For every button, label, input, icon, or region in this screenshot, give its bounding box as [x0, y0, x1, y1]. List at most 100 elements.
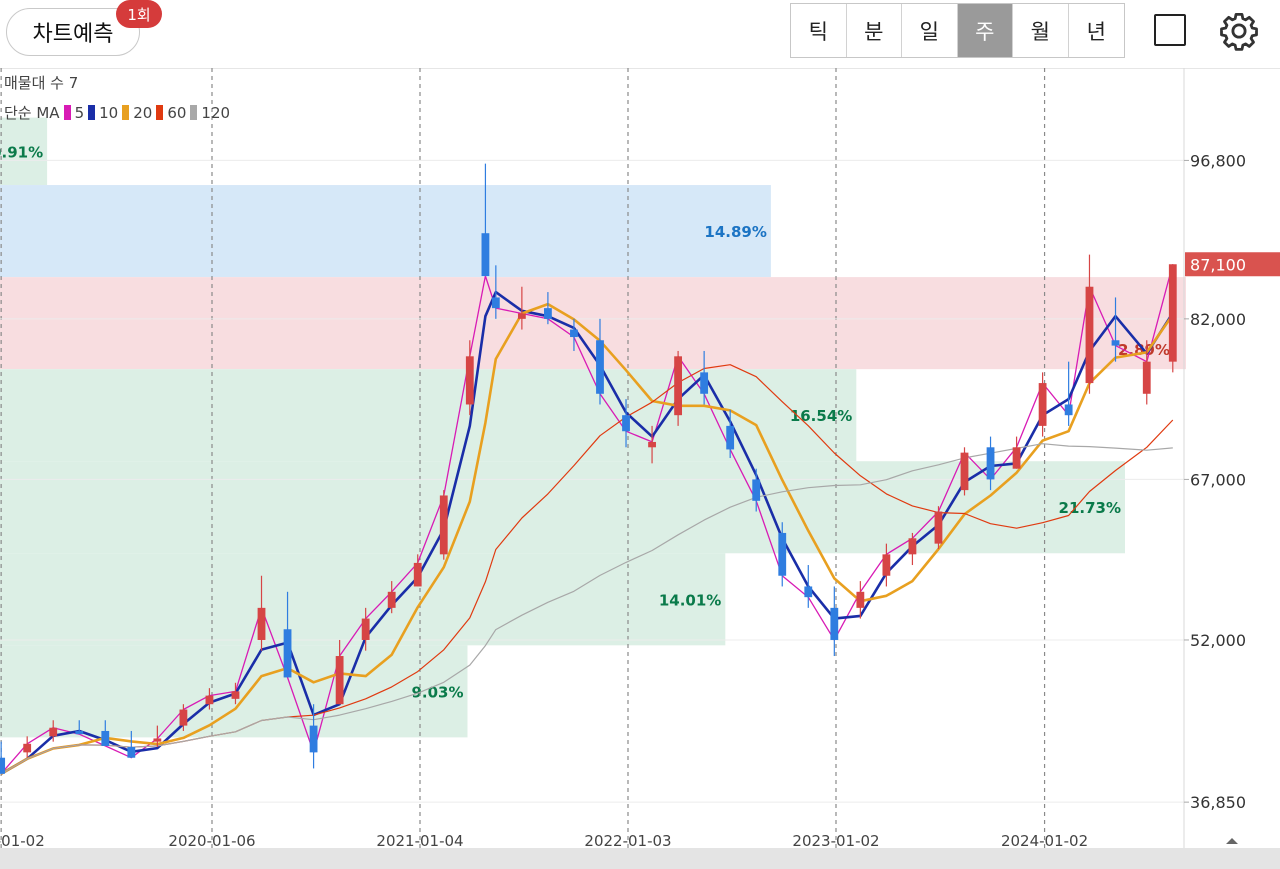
axis-layer: 96,800 82,000 67,000 52,000 36,850 87,100 2019… [0, 68, 1280, 848]
volume-profile-percent: 21.73% [1059, 499, 1121, 517]
candle-body [908, 538, 917, 555]
ma-5-swatch [63, 105, 71, 120]
candle-body [856, 591, 865, 608]
period-month-button[interactable]: 월 [1013, 4, 1069, 57]
candle-body [231, 691, 240, 699]
ma-10-swatch [88, 105, 96, 120]
candle-body [804, 586, 813, 598]
y-tick-label: 82,000 [1190, 310, 1246, 329]
gear-icon[interactable] [1218, 10, 1260, 52]
x-tick-label: 2019-01-02 [0, 832, 45, 848]
candle-body [101, 730, 110, 746]
ma-120-label: 120 [201, 103, 231, 122]
x-tick-label: 2023-01-02 [792, 832, 879, 848]
ma-legend[interactable]: 단순 MA 5 10 20 60 120 [4, 102, 230, 123]
price-chart[interactable]: 0.91%14.89%16.54%21.73%14.01%9.03%2.89% … [0, 68, 1280, 848]
x-tick-label: 2024-01-02 [1001, 832, 1088, 848]
volume-profile-percent: 9.03% [411, 683, 463, 701]
ma-legend-title: 단순 MA [4, 104, 60, 122]
candle-body [387, 591, 396, 608]
candle-body [23, 743, 32, 753]
candle-body [778, 532, 787, 576]
period-minute-button[interactable]: 분 [846, 4, 902, 57]
candle-body [752, 479, 761, 501]
candle-body [1085, 286, 1094, 384]
ma-60-label: 60 [167, 103, 187, 122]
period-day-button[interactable]: 일 [902, 4, 958, 57]
candle-body [648, 441, 656, 448]
ma-60-swatch [156, 105, 164, 120]
y-tick-label: 96,800 [1190, 151, 1246, 170]
candle-body [153, 738, 162, 742]
candle-body [179, 709, 188, 726]
y-tick-label: 67,000 [1190, 470, 1246, 489]
candle-body [0, 757, 6, 774]
candle-body [481, 233, 490, 277]
volume-profile-band [0, 117, 48, 186]
volume-profile-label: 매물대 수 7 [4, 74, 79, 92]
ma-5-label: 5 [74, 103, 85, 122]
fullscreen-icon[interactable] [1154, 14, 1186, 46]
candle-body [570, 329, 578, 338]
period-selector: 틱 분 일 주 월 년 [790, 3, 1125, 58]
candle-body [1168, 264, 1177, 362]
candle-body [934, 511, 943, 544]
ma-120-line [0, 443, 1173, 775]
candle-body [413, 562, 422, 587]
period-year-button[interactable]: 년 [1068, 4, 1124, 57]
candle-body [1111, 340, 1120, 346]
x-axis-bar [0, 848, 1280, 869]
candle-body [622, 415, 630, 432]
candle-body [544, 308, 552, 319]
ma-120-swatch [190, 105, 198, 120]
candle-body [491, 297, 500, 309]
ma-10-label: 10 [99, 103, 119, 122]
candle-body [830, 607, 839, 640]
candle-body [1012, 447, 1021, 469]
volume-profile-layer: 0.91%14.89%16.54%21.73%14.01%9.03%2.89% [0, 117, 1186, 738]
y-tick-label: 36,850 [1190, 793, 1246, 812]
predict-count-badge: 1회 [116, 0, 162, 28]
candle-body [1142, 361, 1151, 394]
candle-body [596, 340, 604, 394]
candle-body [439, 495, 448, 555]
candle-body [127, 747, 136, 758]
candle-body [205, 695, 214, 705]
x-tick-label: 2022-01-03 [584, 832, 671, 848]
x-tick-label: 2021-01-04 [376, 832, 463, 848]
ma-20-label: 20 [133, 103, 153, 122]
ma-20-swatch [122, 105, 130, 120]
period-tick-button[interactable]: 틱 [791, 4, 847, 57]
candle-body [700, 372, 709, 394]
volume-profile-band [0, 461, 1125, 554]
volume-profile-percent: 16.54% [790, 407, 852, 425]
candle-body [335, 656, 344, 705]
volume-profile-percent: 14.89% [704, 223, 766, 241]
candle-body [726, 425, 735, 450]
scroll-arrows-icon [1226, 838, 1238, 848]
candle-layer [0, 163, 1177, 774]
candle-body [361, 618, 370, 640]
volume-profile-percent: 14.01% [659, 591, 721, 609]
candle-body [882, 554, 891, 576]
y-tick-label: 52,000 [1190, 631, 1246, 650]
candle-body [1064, 404, 1073, 416]
candle-body [465, 356, 474, 405]
candle-body [257, 607, 266, 640]
last-price-label: 87,100 [1190, 255, 1246, 274]
candle-body [960, 452, 969, 491]
period-week-button[interactable]: 주 [957, 4, 1013, 57]
candle-body [75, 730, 84, 735]
top-toolbar: 차트예측 1회 틱 분 일 주 월 년 [0, 0, 1280, 69]
candle-body [1038, 383, 1047, 426]
volume-profile-band [0, 185, 771, 278]
candle-body [517, 313, 526, 319]
x-tick-label: 2020-01-06 [168, 832, 255, 848]
candle-body [674, 356, 683, 416]
candle-body [309, 725, 318, 753]
last-price-tag [1185, 252, 1280, 277]
candle-body [986, 447, 995, 480]
volume-profile-percent: 0.91% [0, 143, 43, 161]
candle-body [283, 629, 292, 678]
candle-body [49, 727, 58, 737]
